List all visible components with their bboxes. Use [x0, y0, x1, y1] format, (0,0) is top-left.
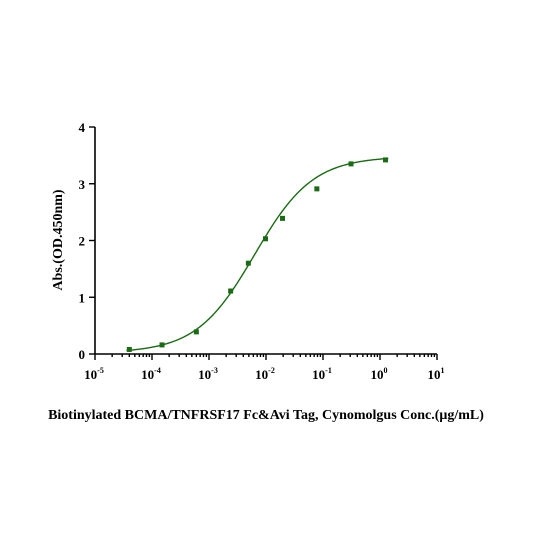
- x-tick-label: 10-4: [141, 366, 161, 382]
- x-tick-label: 10-3: [198, 366, 218, 382]
- x-tick-label: 10-5: [84, 366, 104, 382]
- data-point: [280, 215, 286, 221]
- y-axis-label: Abs.(OD.450nm): [51, 189, 66, 290]
- y-ticks: 0 1 2 3 4: [79, 120, 95, 362]
- y-tick-label: 2: [79, 234, 86, 249]
- fit-curve: [126, 157, 389, 352]
- data-point: [193, 329, 199, 335]
- x-tick-label: 10-1: [312, 366, 332, 382]
- y-tick-label: 1: [79, 290, 86, 305]
- y-tick-label: 0: [79, 347, 86, 362]
- x-axis-label: Biotinylated BCMA/TNFRSF17 Fc&Avi Tag, C…: [48, 408, 484, 423]
- data-point: [383, 157, 389, 163]
- data-point: [228, 288, 234, 294]
- x-tick-label: 100: [371, 366, 388, 382]
- data-point: [314, 186, 320, 192]
- y-tick-label: 4: [79, 120, 86, 135]
- data-point: [348, 161, 354, 167]
- data-point: [159, 342, 165, 348]
- data-points: [126, 157, 389, 352]
- x-ticks: 10-5 10-4 10-3 10-2 10-1 100 101: [84, 354, 445, 382]
- x-tick-label: 101: [428, 366, 445, 382]
- x-tick-label: 10-2: [255, 366, 275, 382]
- y-tick-label: 3: [79, 177, 86, 192]
- data-point: [245, 260, 251, 266]
- data-point: [126, 346, 132, 352]
- data-point: [262, 236, 268, 242]
